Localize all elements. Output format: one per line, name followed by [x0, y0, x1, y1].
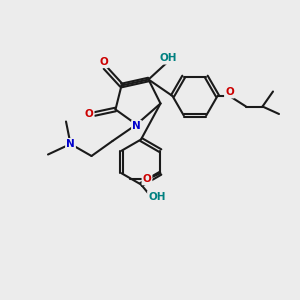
- Text: O: O: [85, 109, 94, 119]
- Text: N: N: [66, 139, 75, 149]
- Text: OH: OH: [159, 53, 177, 64]
- Text: N: N: [132, 121, 141, 131]
- Text: O: O: [99, 57, 108, 67]
- Text: O: O: [142, 174, 152, 184]
- Text: OH: OH: [148, 191, 166, 202]
- Text: O: O: [225, 87, 234, 98]
